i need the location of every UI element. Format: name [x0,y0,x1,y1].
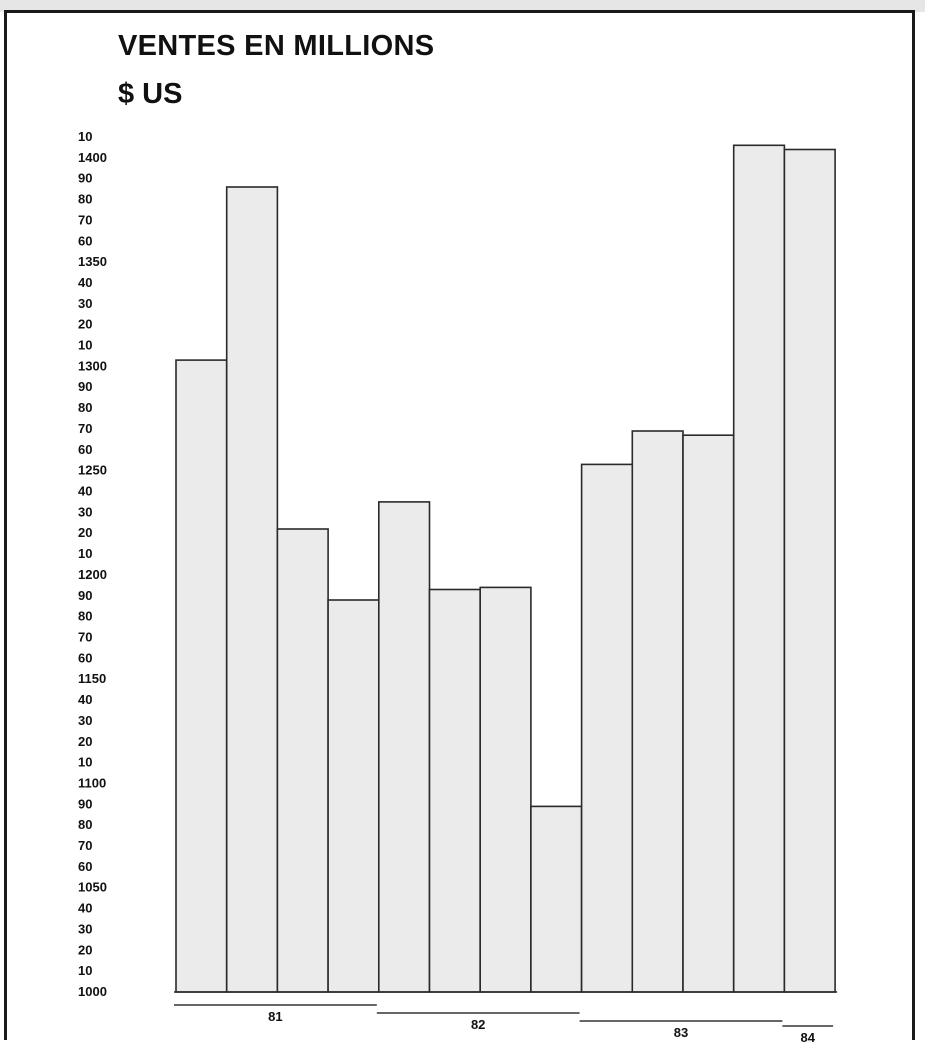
y-tick-label: 1100 [78,775,106,790]
y-tick-label: 1350 [78,254,107,269]
bar [479,586,532,993]
year-label: 83 [674,1025,688,1040]
bar [783,148,836,993]
y-tick-label: 40 [78,484,92,499]
y-tick-label: 40 [78,275,92,290]
y-tick-label: 30 [78,921,92,936]
y-tick-label: 60 [78,442,92,457]
y-tick-label: 60 [78,859,92,874]
bar [682,434,735,993]
y-tick-label: 80 [78,192,92,207]
year-label: 84 [801,1030,816,1044]
y-tick-label: 90 [78,379,92,394]
bar [732,144,786,993]
bar [428,588,482,993]
bar [377,501,431,993]
y-tick-label: 1250 [78,463,107,478]
y-tick-label: 80 [78,817,92,832]
y-tick-label: 60 [78,650,92,665]
y-tick-label: 70 [78,421,92,436]
y-tick-label: 40 [78,901,92,916]
y-tick-label: 20 [78,525,92,540]
y-tick-label: 10 [78,755,92,770]
y-tick-label: 10 [78,338,92,353]
y-tick-label: 90 [78,588,92,603]
y-tick-label: 1050 [78,880,107,895]
y-tick-label: 70 [78,838,92,853]
year-label: 82 [471,1017,485,1032]
chart-subtitle: $ US [118,78,183,110]
bar [530,805,583,993]
y-tick-label: 1150 [78,671,106,686]
y-tick-label: 1000 [78,984,107,999]
top-strip [0,0,925,12]
y-tick-label: 1200 [78,567,107,582]
y-tick-label: 10 [78,963,92,978]
bar [175,359,228,993]
y-tick-label: 30 [78,713,92,728]
y-tick-label: 70 [78,629,92,644]
y-tick-label: 40 [78,692,92,707]
bar [225,186,279,993]
y-tick-label: 60 [78,233,92,248]
y-tick-label: 1400 [78,150,107,165]
bar [631,430,684,993]
y-tick-label: 30 [78,296,92,311]
y-tick-label: 90 [78,171,92,186]
y-tick-label: 70 [78,212,92,227]
bar [327,599,380,993]
y-tick-label: 10 [78,546,92,561]
y-tick-label: 10 [78,129,92,144]
bar [580,463,634,993]
y-tick-label: 20 [78,734,92,749]
y-tick-label: 80 [78,400,92,415]
y-tick-label: 30 [78,504,92,519]
year-label: 81 [268,1009,282,1024]
chart-title: VENTES EN MILLIONS [118,30,435,62]
y-tick-label: 20 [78,317,92,332]
y-tick-label: 20 [78,942,92,957]
y-tick-label: 90 [78,796,92,811]
y-tick-label: 80 [78,609,92,624]
bar [276,528,329,993]
y-tick-label: 1300 [78,358,107,373]
